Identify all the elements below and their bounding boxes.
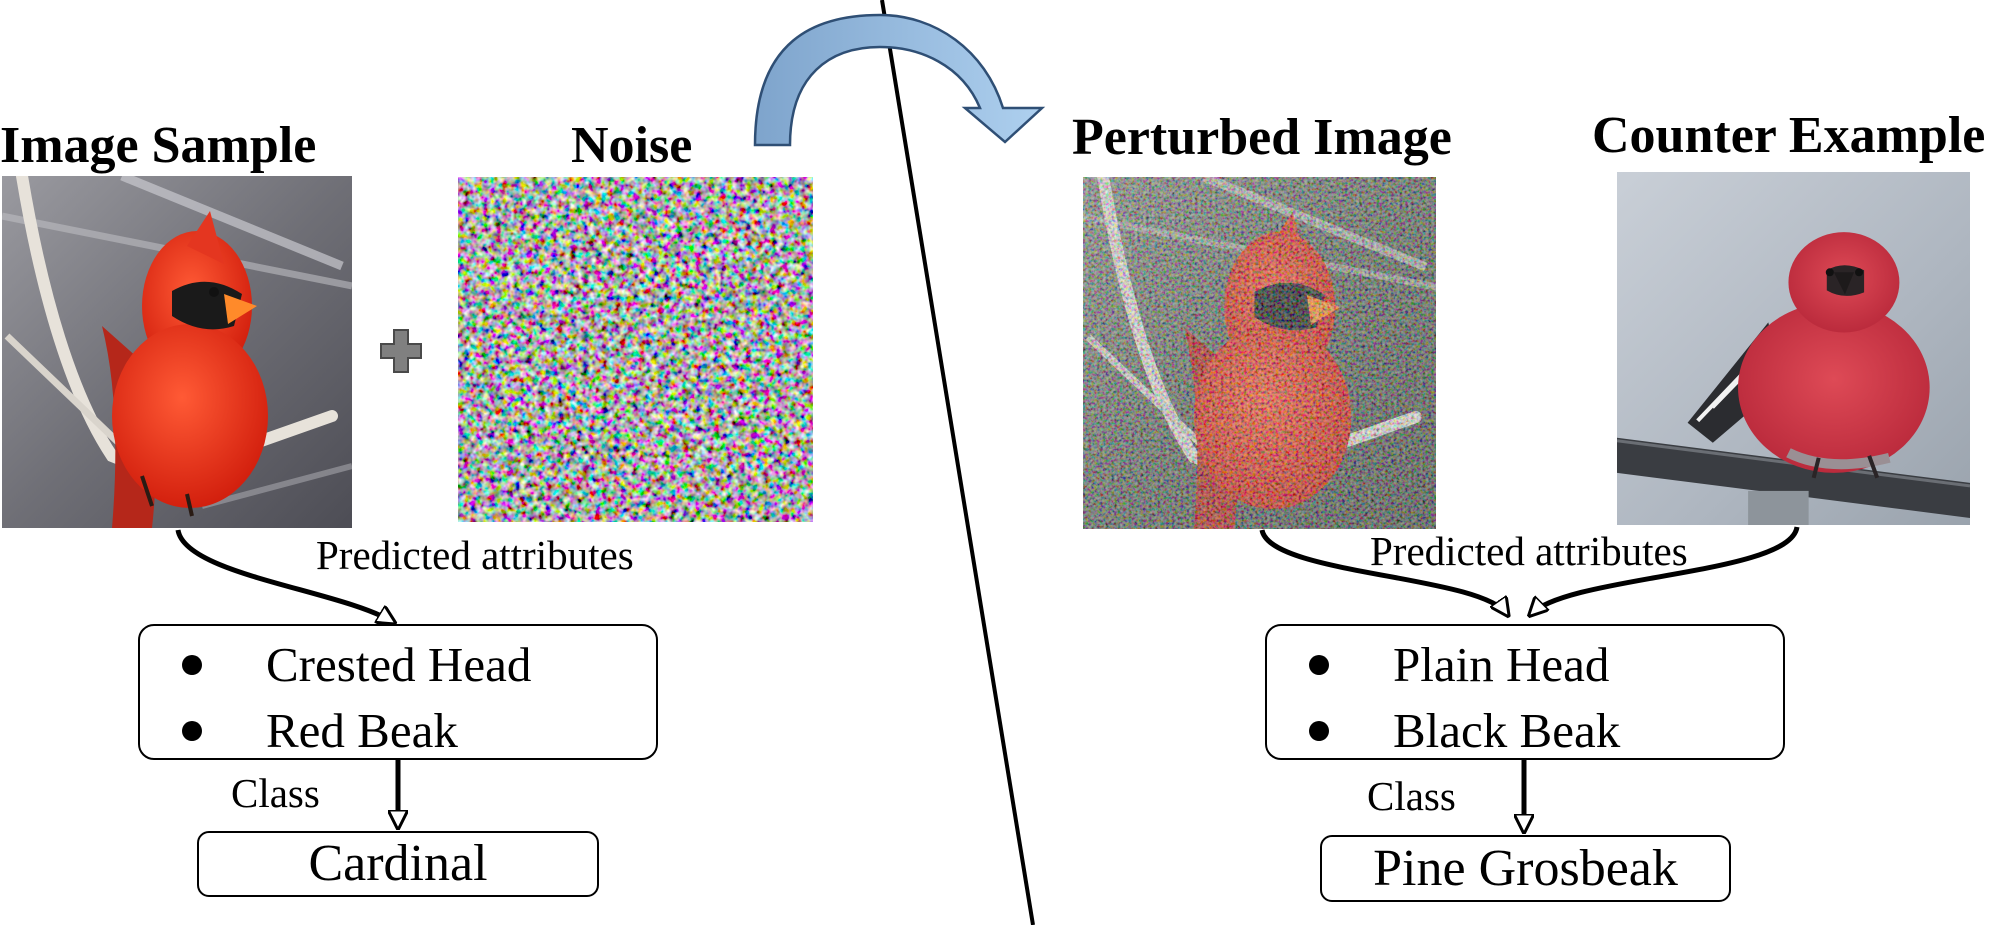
right-attributes-box: Plain Head Black Beak	[1265, 624, 1785, 760]
perturbed-image-heading: Perturbed Image	[1072, 109, 1452, 166]
right-class-box: Pine Grosbeak	[1320, 835, 1731, 902]
image-sample-photo	[2, 176, 352, 528]
image-sample-heading: Image Sample	[0, 117, 317, 174]
counter-example-heading: Counter Example	[1592, 107, 1986, 164]
left-attribute-item: Crested Head	[182, 640, 531, 689]
left-class-box: Cardinal	[197, 831, 599, 897]
right-predicted-attributes-label: Predicted attributes	[1370, 528, 1688, 574]
bullet-icon	[182, 654, 202, 675]
right-attribute-item: Plain Head	[1309, 640, 1609, 689]
left-class-label: Class	[231, 770, 320, 816]
right-class-label: Class	[1367, 773, 1456, 819]
bullet-icon	[182, 720, 202, 741]
plus-icon	[379, 328, 423, 374]
right-attribute-item: Black Beak	[1309, 706, 1620, 755]
noise-image	[458, 177, 813, 522]
left-attribute-item: Red Beak	[182, 706, 458, 755]
perturbed-image-photo	[1083, 177, 1436, 529]
left-attributes-box: Crested Head Red Beak	[138, 624, 658, 760]
left-predicted-attributes-label: Predicted attributes	[316, 532, 634, 578]
bullet-icon	[1309, 654, 1329, 675]
right-attribute-text: Plain Head	[1393, 637, 1610, 692]
left-attribute-text: Red Beak	[266, 703, 458, 758]
bullet-icon	[1309, 720, 1329, 741]
divider-line	[880, 0, 1035, 925]
counter-example-photo	[1617, 172, 1970, 525]
curved-arrow-icon	[753, 13, 1046, 147]
right-attribute-text: Black Beak	[1393, 703, 1621, 758]
noise-heading: Noise	[571, 117, 693, 174]
left-attribute-text: Crested Head	[266, 637, 532, 692]
